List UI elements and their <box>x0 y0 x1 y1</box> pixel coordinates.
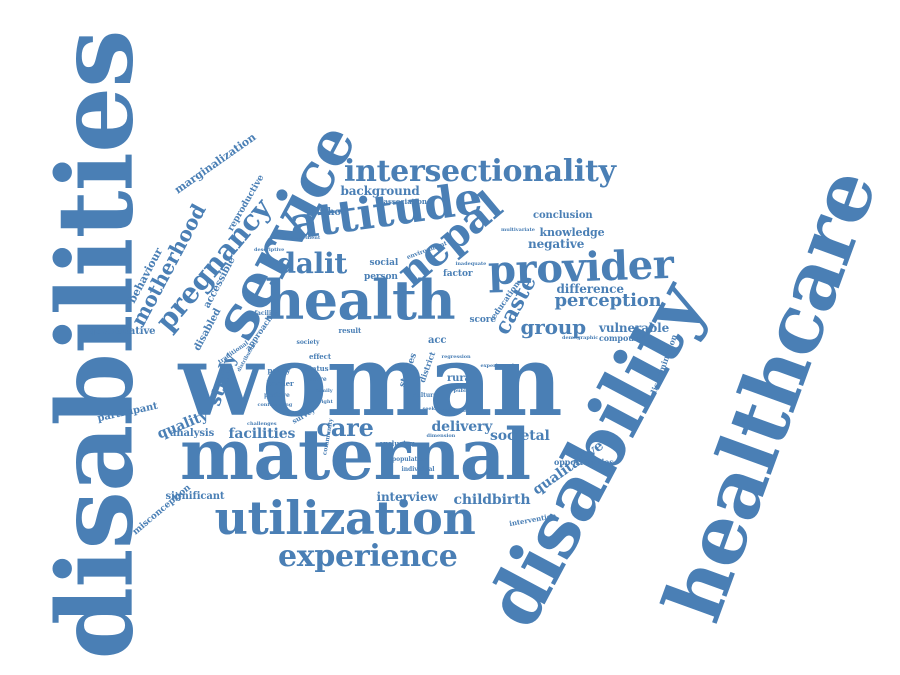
word-method: method <box>306 207 348 218</box>
word-perception: perception <box>554 290 662 311</box>
word-significant: significant <box>165 491 225 502</box>
word-regression: regression <box>441 353 471 360</box>
word-society: society <box>296 339 320 346</box>
word-facilities: facilities <box>228 426 296 442</box>
word-barrier: barrier <box>266 378 294 388</box>
word-exclusion: exclusion <box>379 438 416 448</box>
word-difference: difference <box>556 282 624 296</box>
word-different: different <box>443 407 468 414</box>
word-positive: positive <box>264 392 290 399</box>
word-challenges: challenges <box>247 420 277 427</box>
word-compound: compound <box>599 333 646 343</box>
word-confounding: confounding <box>257 401 293 408</box>
word-disabilities: disabilities <box>33 30 157 660</box>
word-inadequate: inadequate <box>455 260 487 267</box>
word-family: family <box>315 387 333 394</box>
word-more: more <box>309 376 327 383</box>
word-vulnerable: vulnerable <box>599 321 670 335</box>
word-rural: rural <box>447 373 475 384</box>
word-status: status <box>305 363 329 373</box>
word-association: association <box>383 196 428 206</box>
word-seeking: seeking <box>422 405 444 412</box>
word-population: population <box>392 456 428 463</box>
word-knowledge: knowledge <box>539 225 605 239</box>
word-care: care <box>316 413 374 442</box>
word-improvement: improvement <box>283 234 321 241</box>
word-marginalization: marginalization <box>171 130 259 196</box>
word-effect: effect <box>309 351 332 361</box>
word-analysis: analysis <box>170 428 215 439</box>
word-result: result <box>338 325 362 335</box>
word-descriptive: descriptive <box>254 246 285 253</box>
word-dalit: dalit <box>276 247 348 280</box>
word-policy: policy <box>267 365 291 375</box>
word-intersectionality: intersectionality <box>344 154 616 189</box>
word-background: background <box>340 184 420 198</box>
word-negative: negative <box>528 237 585 251</box>
word-health: health <box>265 268 456 332</box>
word-facility: facility <box>254 310 278 317</box>
word-right: right <box>319 398 333 405</box>
word-childbirth: childbirth <box>453 492 531 508</box>
word-maternal: maternal <box>180 413 531 496</box>
word-experienced: experienced <box>480 362 514 369</box>
word-opportunities: opportunities <box>554 457 614 467</box>
word-utilization: utilization <box>214 491 476 545</box>
word-quantitative: quantitative <box>88 326 156 337</box>
word-demographic: demographic <box>562 334 599 341</box>
word-group: group <box>520 315 587 339</box>
word-person: person <box>364 271 398 282</box>
word-experience: experience <box>278 539 458 574</box>
word-societal: societal <box>490 428 550 444</box>
word-score: score <box>469 314 497 325</box>
word-social: social <box>369 257 399 268</box>
word-acc: acc <box>428 335 447 346</box>
word-cultural: cultural <box>413 392 440 399</box>
word-individual: individual <box>401 466 435 473</box>
word-dimension: dimension <box>426 432 456 439</box>
word-woman: woman <box>178 324 563 439</box>
word-conclusion: conclusion <box>533 210 593 221</box>
word-healthcare: healthcare <box>645 157 895 633</box>
word-interview: interview <box>376 490 438 504</box>
word-delivery: delivery <box>431 419 493 435</box>
word-multivariate: multivariate <box>501 226 535 233</box>
word-public: public <box>453 387 471 394</box>
word-factor: factor <box>443 268 473 279</box>
